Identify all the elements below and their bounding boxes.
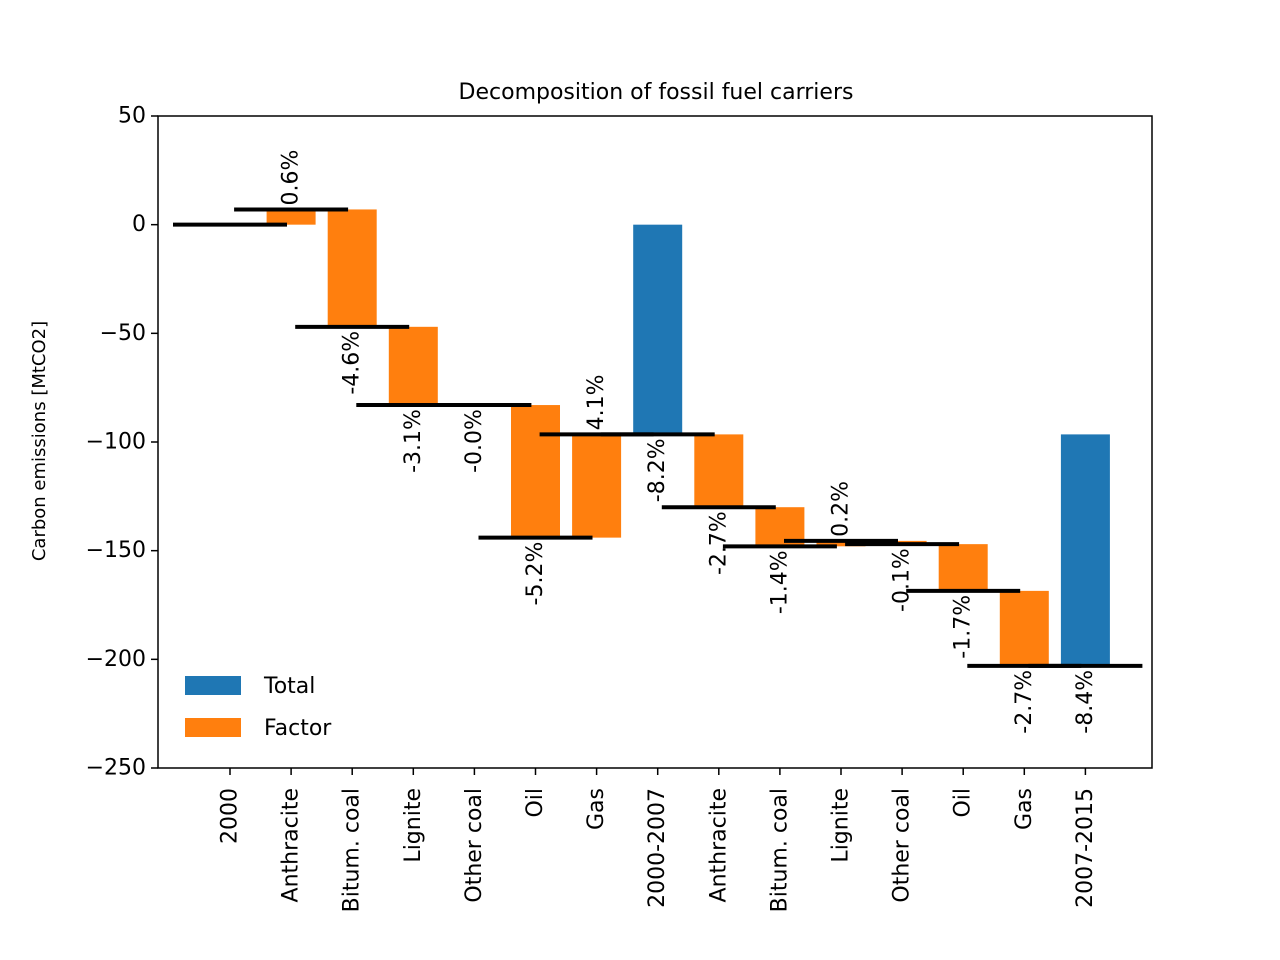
percentage-label-13: -2.7%: [1012, 670, 1037, 734]
x-tick-label-0: 2000: [218, 788, 243, 844]
x-tick-label-8: Anthracite: [706, 788, 731, 902]
legend-label-factor: Factor: [264, 716, 332, 741]
x-tick-label-1: Anthracite: [279, 788, 304, 902]
y-tick-label-6: −250: [86, 756, 146, 781]
x-tick-label-2: Bitum. coal: [340, 788, 365, 912]
y-axis-title: Carbon emissions [MtCO2]: [29, 321, 50, 561]
x-axis: 2000 Anthracite Bitum. coal Lignite Other co…: [218, 768, 1098, 912]
x-tick-label-13: Gas: [1012, 788, 1037, 830]
y-tick-label-0: 50: [118, 104, 146, 129]
bar-factor-8: [694, 434, 744, 508]
percentage-labels-layer: 0.6% -4.6% -3.1% -0.0% -5.2% 4.1% -8.2% -2.7% -1…: [279, 150, 1098, 734]
percentage-label-6: 4.1%: [584, 374, 609, 430]
bar-total-7: [633, 224, 683, 435]
bar-factor-10: [816, 540, 866, 547]
percentage-label-3: -3.1%: [401, 409, 426, 473]
percentage-label-2: -4.6%: [340, 331, 365, 395]
x-tick-label-4: Other coal: [462, 788, 487, 903]
y-axis: 50 0 −50 −100 −150 −200 −250: [86, 104, 158, 781]
y-tick-label-4: −150: [86, 538, 146, 563]
chart-title: Decomposition of fossil fuel carriers: [459, 80, 854, 105]
percentage-label-1: 0.6%: [279, 150, 304, 206]
legend-swatch-factor: [185, 718, 241, 737]
x-tick-label-6: Gas: [584, 788, 609, 830]
x-tick-label-11: Other coal: [890, 788, 915, 903]
x-tick-label-7: 2000-2007: [645, 788, 670, 908]
percentage-label-10: 0.2%: [829, 481, 854, 537]
x-tick-label-5: Oil: [523, 788, 548, 818]
bar-factor-5: [511, 405, 560, 538]
percentage-label-7: -8.2%: [645, 438, 670, 502]
legend-swatch-total: [185, 676, 241, 695]
bars-layer: [266, 209, 1110, 666]
x-tick-label-12: Oil: [951, 788, 976, 818]
x-tick-label-9: Bitum. coal: [767, 788, 792, 912]
percentage-label-9: -1.4%: [767, 550, 792, 614]
legend-label-total: Total: [263, 674, 315, 699]
percentage-label-11: -0.1%: [890, 548, 915, 612]
y-tick-label-3: −100: [86, 430, 146, 455]
percentage-label-5: -5.2%: [523, 542, 548, 606]
y-tick-label-2: −50: [100, 321, 146, 346]
bar-total-14: [1060, 434, 1110, 666]
bar-factor-3: [388, 326, 438, 406]
percentage-label-14: -8.4%: [1073, 670, 1098, 734]
y-tick-label-5: −200: [86, 647, 146, 672]
x-tick-label-10: Lignite: [829, 788, 854, 863]
percentage-label-4: -0.0%: [462, 409, 487, 473]
percentage-label-8: -2.7%: [706, 511, 731, 575]
bar-factor-1: [266, 209, 316, 225]
bar-factor-12: [938, 544, 988, 591]
bar-factor-6: [572, 434, 622, 538]
level-lines-layer: [173, 207, 1143, 668]
bar-factor-13: [999, 590, 1049, 666]
x-tick-label-3: Lignite: [401, 788, 426, 863]
x-tick-label-14: 2007-2015: [1073, 788, 1098, 908]
legend: Total Factor: [185, 674, 332, 741]
y-tick-label-1: 0: [132, 212, 146, 237]
bar-factor-2: [327, 209, 377, 327]
plot-frame: [157, 115, 1153, 769]
percentage-label-12: -1.7%: [951, 595, 976, 659]
